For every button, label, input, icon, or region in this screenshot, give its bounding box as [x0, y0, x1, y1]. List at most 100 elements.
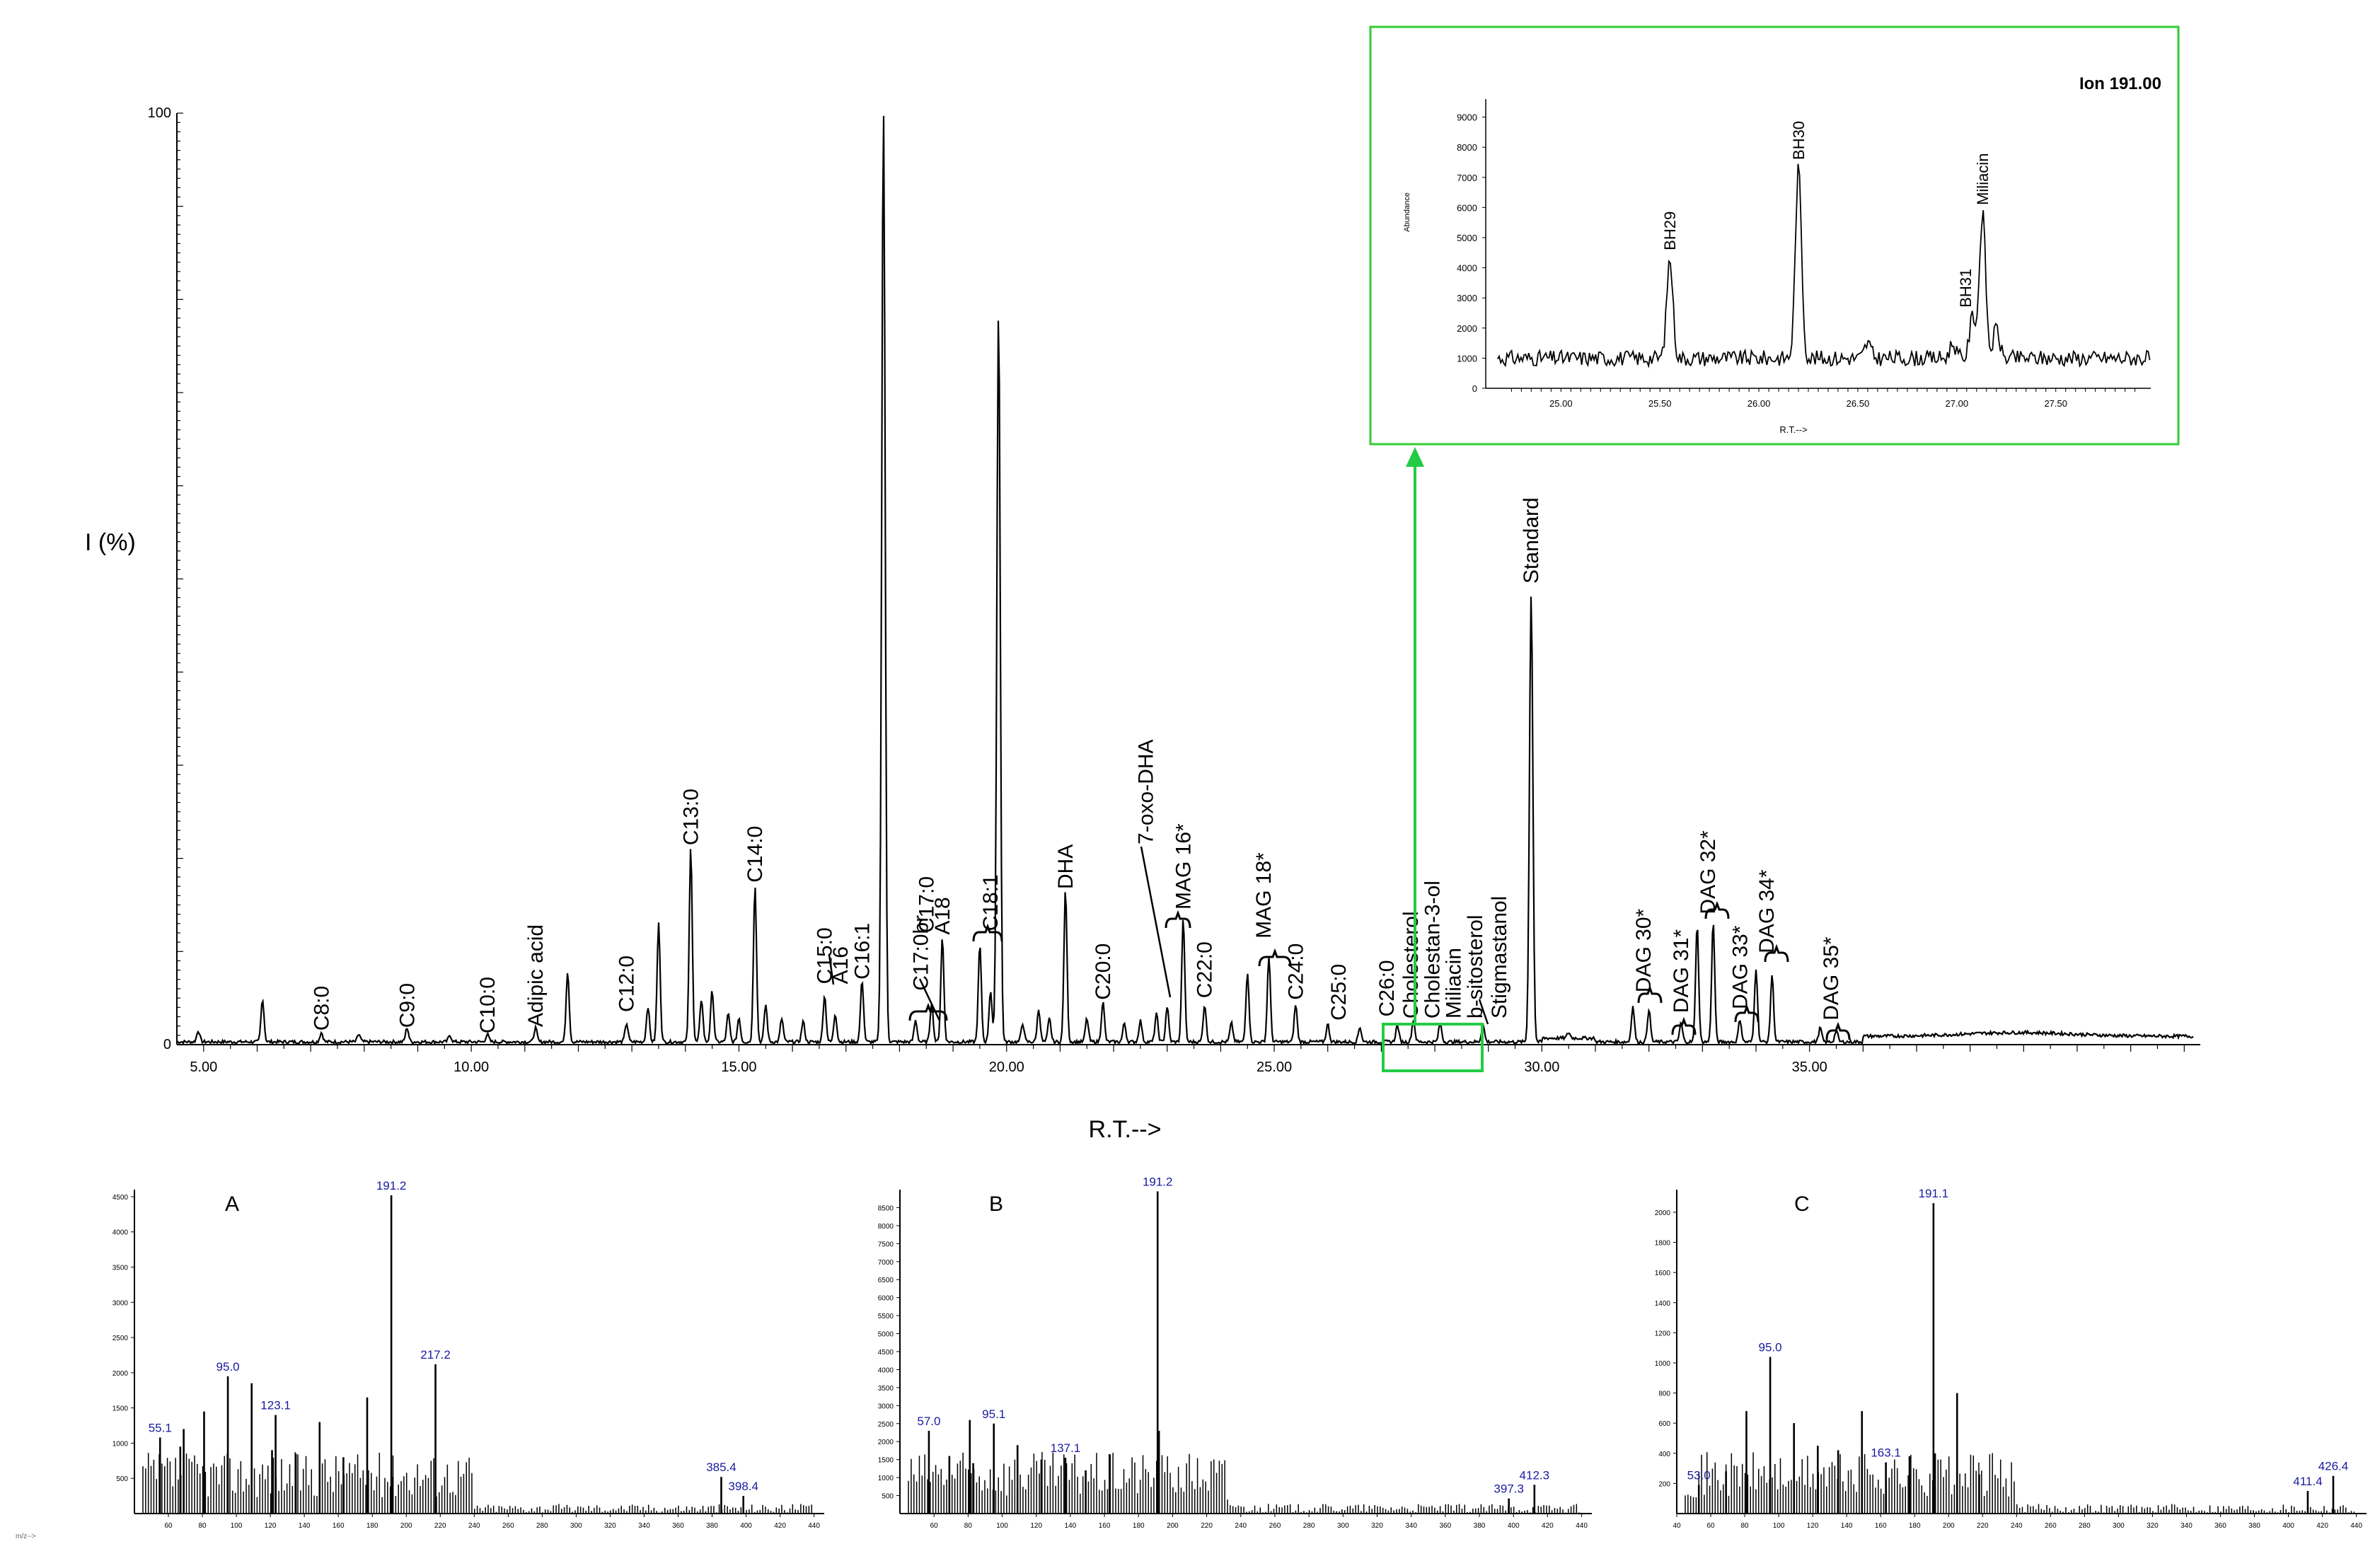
- spectrum-x-tick-label: 80: [198, 1522, 207, 1530]
- bracket-c18-1: [972, 923, 1003, 942]
- spectrum-x-tick-label: 120: [265, 1522, 277, 1530]
- spectrum-x-tick-label: 380: [706, 1522, 718, 1530]
- spectrum-x-tick-label: 280: [1303, 1522, 1315, 1530]
- spectrum-x-tick-label: 260: [502, 1522, 514, 1530]
- spectrum-peak-label: 385.4: [706, 1461, 736, 1474]
- inset-y-tick-label: 2000: [1457, 323, 1477, 334]
- spectrum-x-tick-label: 260: [1269, 1522, 1281, 1530]
- inset-x-tick-label: 27.50: [2044, 398, 2067, 409]
- spectrum-y-tick-label: 3500: [112, 1265, 129, 1272]
- main-peak-label: C20:0: [1092, 944, 1115, 1000]
- spectrum-y-tick-label: 1000: [1655, 1360, 1671, 1368]
- main-peak-label: C16:1: [851, 923, 874, 980]
- main-peak-label: DAG 34*: [1755, 869, 1779, 953]
- spectrum-y-tick-label: 2000: [878, 1439, 894, 1446]
- spectrum-y-tick-label: 2000: [1655, 1209, 1671, 1217]
- spectrum-x-tick-label: 80: [964, 1522, 973, 1530]
- spectrum-y-tick-label: 1000: [112, 1440, 129, 1448]
- inset-x-tick-label: 26.50: [1847, 398, 1870, 409]
- main-x-tick-label: 30.00: [1524, 1059, 1559, 1075]
- spectrum-x-tick-label: 60: [1706, 1522, 1715, 1530]
- main-x-tick-label: 15.00: [721, 1059, 756, 1075]
- main-peak-label: C17:0br: [910, 915, 933, 991]
- spectrum-peak-label: 95.0: [216, 1360, 240, 1374]
- spectrum-x-tick-label: 180: [1909, 1522, 1921, 1530]
- main-peak-label: Standard: [1520, 497, 1543, 584]
- inset-x-tick-label: 25.00: [1549, 398, 1573, 409]
- main-peak-label: A18: [931, 897, 954, 934]
- spectrum-x-tick-label: 400: [740, 1522, 752, 1530]
- bracket-dag33: [1734, 1004, 1760, 1023]
- spectrum-peak-label: 55.1: [149, 1421, 172, 1434]
- spectrum-x-tick-label: 440: [808, 1522, 820, 1530]
- spectrum-y-tick-label: 7500: [878, 1241, 894, 1248]
- main-peak-label: DAG 31*: [1670, 929, 1693, 1014]
- spectrum-y-tick-label: 3500: [878, 1385, 894, 1393]
- spectrum-x-tick-label: 360: [672, 1522, 684, 1530]
- main-peak-label: DAG 32*: [1697, 830, 1720, 915]
- inset-peak-label: BH29: [1661, 211, 1679, 250]
- main-peak-label: C26:0: [1375, 960, 1399, 1016]
- spectrum-x-tick-label: 180: [366, 1522, 379, 1530]
- inset-y-tick-label: 0: [1472, 383, 1477, 394]
- main-y-tick-label: 100: [148, 105, 171, 121]
- spectrum-x-tick-label: 140: [299, 1522, 311, 1530]
- spectrum-x-tick-label: 100: [996, 1522, 1008, 1530]
- zoom-arrow-head: [1406, 447, 1424, 467]
- main-peak-label: C10:0: [476, 977, 499, 1033]
- inset-x-axis-label: R.T.-->: [1779, 424, 1807, 435]
- spectrum-peak-label: 191.2: [1143, 1175, 1173, 1189]
- bracket-mag16: [1165, 910, 1191, 929]
- main-peak-label: Miliacin: [1443, 948, 1466, 1018]
- spectrum-x-tick-label: 420: [1542, 1522, 1554, 1530]
- inset-peak-label: BH30: [1790, 121, 1808, 160]
- spectrum-peak-label: 53.0: [1687, 1469, 1711, 1482]
- mass-spectrum-c: C 200 400 600 800 1000 1200 1400 1600 1800 2000 40 6…: [1655, 1187, 2367, 1530]
- leader-a16: [828, 954, 835, 985]
- spectrum-y-tick-label: 1800: [1655, 1240, 1671, 1248]
- spectrum-x-tick-label: 300: [2113, 1522, 2125, 1530]
- spectrum-peak-label: 397.3: [1494, 1482, 1524, 1496]
- inset-ion-chromatogram: 0 1000 2000 3000 4000 5000 6000 7000 8000 9000 25…: [1369, 25, 2180, 446]
- spectrum-peak-label: 137.1: [1051, 1441, 1081, 1455]
- spectrum-x-tick-label: 240: [2011, 1522, 2023, 1530]
- inset-y-tick-label: 6000: [1457, 202, 1477, 213]
- spectrum-peak-label: 412.3: [1520, 1468, 1550, 1482]
- spectrum-peak-label: 411.4: [2293, 1475, 2322, 1488]
- spectrum-y-tick-label: 1500: [112, 1405, 129, 1413]
- spectrum-peak-label: 217.2: [420, 1348, 451, 1362]
- spectrum-x-tick-label: 280: [2079, 1522, 2091, 1530]
- spectrum-y-tick-label: 200: [1658, 1480, 1670, 1488]
- main-annotations: [828, 846, 1851, 1040]
- spectrum-x-tick-label: 160: [1875, 1522, 1887, 1530]
- spectrum-x-tick-label: 200: [400, 1522, 412, 1530]
- main-peak-label: b-sitosterol: [1464, 915, 1487, 1018]
- spectrum-y-tick-label: 4000: [112, 1229, 129, 1237]
- spectrum-x-tick-label: 340: [1405, 1522, 1417, 1530]
- mass-spectrum-b: B 500 1000 1500 2000 2500 3000 3500 4000 4500 5000…: [878, 1175, 1592, 1530]
- inset-y-tick-label: 8000: [1457, 142, 1477, 153]
- bracket-dag30: [1637, 985, 1663, 1004]
- main-trace-line: [176, 115, 2194, 1046]
- bracket-dag31: [1671, 1016, 1697, 1035]
- main-peak-label: Cholestan-3-ol: [1421, 881, 1444, 1018]
- spectrum-x-tick-label: 260: [2045, 1522, 2057, 1530]
- spectrum-y-tick-label: 3000: [112, 1299, 129, 1307]
- main-peak-label: DAG 30*: [1632, 908, 1656, 992]
- bracket-dag32: [1704, 900, 1730, 919]
- spectrum-x-tick-label: 220: [1977, 1522, 1989, 1530]
- inset-y-tick-label: 3000: [1457, 293, 1477, 303]
- inset-x-tick-label: 27.00: [1946, 398, 1969, 409]
- spectrum-y-tick-label: 6500: [878, 1277, 894, 1284]
- bracket-c17-0br: [908, 1002, 948, 1021]
- spectrum-panel-label: C: [1794, 1192, 1810, 1216]
- spectrum-peak-label: 191.2: [376, 1179, 407, 1192]
- spectrum-y-tick-label: 1200: [1655, 1330, 1671, 1337]
- spectrum-y-tick-label: 3000: [878, 1403, 894, 1410]
- inset-x-tick-label: 25.50: [1648, 398, 1672, 409]
- main-x-tick-label: 5.00: [190, 1059, 217, 1075]
- main-peak-label: Cholesterol: [1399, 911, 1423, 1018]
- inset-y-tick-label: 4000: [1457, 263, 1477, 274]
- spectrum-x-tick-label: 60: [164, 1522, 173, 1530]
